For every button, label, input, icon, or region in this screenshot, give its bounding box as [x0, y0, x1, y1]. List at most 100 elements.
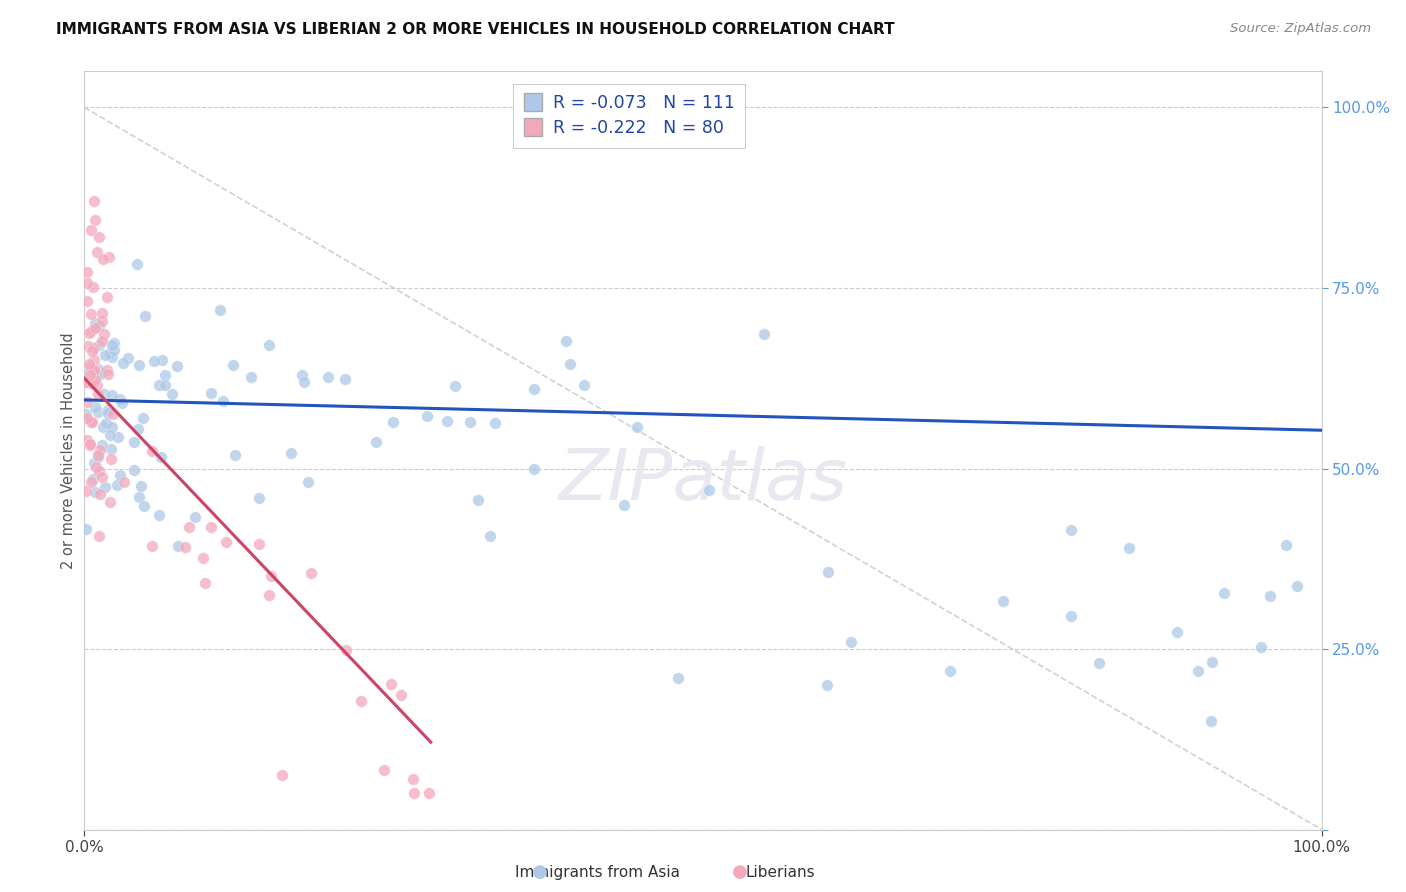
Point — [80, 324, 103, 338]
Point — [75, 522, 97, 536]
Point — [1258, 589, 1281, 603]
Point — [76, 395, 98, 409]
Point — [523, 462, 546, 476]
Point — [292, 375, 315, 389]
Point — [478, 529, 501, 543]
Point — [87, 338, 110, 352]
Point — [98, 494, 121, 508]
Point — [91, 438, 114, 452]
Point — [444, 378, 467, 392]
Point — [1201, 655, 1223, 669]
Point — [391, 689, 413, 703]
Point — [101, 338, 124, 352]
Point — [574, 377, 596, 392]
Point — [83, 361, 105, 376]
Point — [752, 326, 775, 341]
Y-axis label: 2 or more Vehicles in Household: 2 or more Vehicles in Household — [60, 332, 76, 569]
Point — [100, 442, 122, 457]
Point — [666, 671, 689, 685]
Point — [87, 450, 110, 464]
Point — [79, 359, 101, 374]
Point — [841, 635, 863, 649]
Point — [83, 365, 105, 379]
Point — [613, 498, 636, 512]
Point — [117, 351, 139, 365]
Point — [84, 320, 107, 334]
Point — [257, 338, 280, 352]
Point — [100, 420, 122, 434]
Point — [240, 370, 263, 384]
Point — [194, 575, 217, 590]
Point — [366, 434, 388, 449]
Point — [86, 244, 108, 259]
Point — [79, 436, 101, 450]
Point — [174, 540, 197, 554]
Point — [380, 677, 402, 691]
Point — [200, 520, 222, 534]
Point — [222, 358, 245, 372]
Point — [467, 492, 489, 507]
Point — [108, 392, 131, 406]
Point — [82, 415, 104, 429]
Point — [111, 356, 134, 370]
Point — [418, 787, 440, 801]
Point — [76, 264, 98, 278]
Point — [132, 411, 155, 425]
Point — [80, 475, 103, 489]
Point — [134, 500, 156, 514]
Point — [91, 470, 114, 484]
Point — [87, 387, 110, 401]
Point — [76, 293, 98, 308]
Point — [111, 396, 134, 410]
Text: IMMIGRANTS FROM ASIA VS LIBERIAN 2 OR MORE VEHICLES IN HOUSEHOLD CORRELATION CHA: IMMIGRANTS FROM ASIA VS LIBERIAN 2 OR MO… — [56, 22, 894, 37]
Point — [122, 463, 145, 477]
Point — [179, 520, 201, 534]
Point — [77, 366, 100, 380]
Point — [1187, 664, 1209, 678]
Text: Source: ZipAtlas.com: Source: ZipAtlas.com — [1230, 22, 1371, 36]
Point — [89, 368, 111, 383]
Point — [97, 250, 120, 264]
Point — [76, 410, 98, 425]
Point — [76, 434, 98, 448]
Point — [84, 459, 107, 474]
Point — [699, 483, 721, 497]
Point — [166, 359, 188, 373]
Point — [153, 368, 176, 382]
Text: Liberians: Liberians — [745, 865, 815, 880]
Point — [94, 348, 117, 362]
Point — [1274, 538, 1296, 552]
Text: Immigrants from Asia: Immigrants from Asia — [515, 865, 681, 880]
Point — [1285, 579, 1308, 593]
Point — [105, 478, 128, 492]
Point — [215, 534, 238, 549]
Point — [402, 772, 425, 786]
Point — [91, 420, 114, 434]
Point — [299, 566, 322, 581]
Point — [143, 354, 166, 368]
Point — [257, 588, 280, 602]
Point — [86, 377, 108, 392]
Point — [89, 443, 111, 458]
Point — [260, 568, 283, 582]
Point — [141, 539, 163, 553]
Point — [89, 487, 111, 501]
Point — [122, 434, 145, 449]
Point — [90, 306, 112, 320]
Point — [212, 394, 235, 409]
Point — [77, 357, 100, 371]
Point — [84, 316, 107, 330]
Point — [97, 402, 120, 417]
Point — [316, 369, 339, 384]
Point — [76, 339, 98, 353]
Point — [83, 194, 105, 209]
Point — [100, 451, 122, 466]
Point — [90, 365, 112, 379]
Point — [382, 415, 405, 429]
Point — [94, 480, 117, 494]
Point — [83, 362, 105, 376]
Point — [79, 415, 101, 429]
Point — [1213, 585, 1236, 599]
Point — [162, 387, 184, 401]
Point — [558, 357, 581, 371]
